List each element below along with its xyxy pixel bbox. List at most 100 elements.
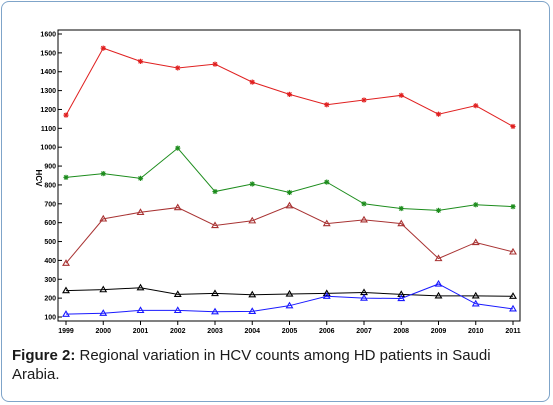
data-point bbox=[286, 91, 293, 97]
data-point bbox=[62, 286, 70, 294]
y-tick-label: 1600 bbox=[40, 32, 56, 39]
x-tick-label: 2008 bbox=[393, 328, 409, 335]
data-point bbox=[435, 111, 442, 117]
data-point bbox=[136, 208, 145, 215]
data-point bbox=[473, 103, 479, 109]
data-point bbox=[510, 204, 516, 210]
series-line-2 bbox=[65, 147, 514, 211]
data-point bbox=[63, 174, 69, 180]
data-point bbox=[136, 283, 145, 291]
x-tick-label: 2009 bbox=[431, 328, 447, 335]
data-point bbox=[361, 201, 367, 207]
y-tick-label: 1000 bbox=[40, 145, 56, 152]
caption-text: Regional variation in HCV counts among H… bbox=[12, 347, 491, 383]
y-axis-label: HCV bbox=[34, 170, 43, 188]
data-point bbox=[360, 215, 368, 223]
line-chart: HCV 100 200 300 400 500 600 700 800 900 1000 1100 1… bbox=[34, 29, 521, 335]
y-tick-label: 900 bbox=[44, 164, 56, 171]
data-point bbox=[510, 123, 516, 130]
x-tick-label: 2007 bbox=[356, 328, 372, 335]
x-tick-label: 2006 bbox=[319, 328, 335, 335]
data-point bbox=[211, 307, 219, 315]
series-line-5 bbox=[65, 283, 514, 315]
data-point bbox=[99, 214, 108, 222]
y-tick-label: 1200 bbox=[40, 107, 56, 114]
caption-label: Figure 2: bbox=[12, 347, 76, 364]
data-point bbox=[173, 203, 182, 211]
data-point bbox=[173, 306, 182, 314]
data-point bbox=[285, 289, 294, 297]
data-point bbox=[398, 92, 404, 98]
y-tick-label: 200 bbox=[44, 296, 56, 303]
x-tick-label: 2010 bbox=[468, 328, 484, 335]
y-tick-label: 500 bbox=[44, 239, 56, 246]
x-tick-label: 2001 bbox=[133, 328, 149, 335]
data-point bbox=[324, 179, 330, 185]
x-tick-label: 2005 bbox=[282, 328, 298, 335]
data-point bbox=[360, 294, 368, 301]
y-tick-label: 100 bbox=[44, 315, 56, 322]
data-point bbox=[509, 292, 517, 299]
data-point bbox=[473, 202, 479, 208]
y-tick-label: 1300 bbox=[40, 88, 56, 95]
data-point bbox=[285, 301, 294, 309]
y-tick-label: 700 bbox=[44, 201, 56, 208]
figure-caption: Figure 2: Regional variation in HCV coun… bbox=[12, 346, 532, 384]
data-point bbox=[286, 189, 293, 196]
data-point bbox=[62, 310, 70, 317]
data-point bbox=[398, 205, 404, 212]
data-point bbox=[62, 259, 70, 266]
x-tick-label: 2004 bbox=[244, 328, 260, 335]
data-point bbox=[175, 145, 181, 151]
data-point bbox=[322, 219, 331, 227]
data-point bbox=[137, 58, 144, 64]
data-point bbox=[435, 207, 442, 214]
y-tick-label: 800 bbox=[44, 182, 56, 189]
data-point bbox=[99, 285, 108, 293]
data-point bbox=[136, 306, 145, 314]
data-point bbox=[173, 290, 182, 298]
data-point bbox=[471, 238, 480, 246]
data-point bbox=[248, 216, 257, 224]
data-point bbox=[100, 171, 106, 177]
data-point bbox=[361, 97, 367, 103]
data-point bbox=[322, 289, 331, 297]
data-point bbox=[471, 299, 480, 307]
data-point bbox=[99, 309, 108, 316]
x-tick-label: 1999 bbox=[58, 328, 74, 335]
data-point bbox=[434, 279, 443, 287]
x-tick-label: 2002 bbox=[170, 328, 186, 335]
data-point bbox=[248, 307, 257, 314]
y-tick-label: 300 bbox=[44, 277, 56, 284]
data-point bbox=[100, 45, 106, 51]
data-point bbox=[211, 221, 219, 229]
data-point bbox=[471, 291, 480, 299]
data-point bbox=[211, 289, 219, 297]
data-point bbox=[509, 304, 517, 312]
y-tick-label: 600 bbox=[44, 220, 56, 227]
series-line-3 bbox=[65, 205, 514, 264]
y-tick-label: 1500 bbox=[40, 50, 56, 57]
data-point bbox=[137, 175, 144, 181]
data-point bbox=[434, 254, 443, 262]
data-point bbox=[175, 65, 181, 71]
series-line-1 bbox=[65, 47, 514, 127]
data-point bbox=[397, 294, 406, 302]
data-point bbox=[434, 291, 443, 299]
x-tick-label: 2011 bbox=[505, 328, 520, 335]
data-point bbox=[285, 201, 294, 209]
y-tick-label: 1400 bbox=[40, 69, 56, 76]
data-point bbox=[249, 79, 255, 85]
data-point bbox=[324, 102, 330, 108]
data-point bbox=[212, 188, 218, 195]
x-tick-label: 2000 bbox=[95, 328, 111, 335]
data-point bbox=[212, 61, 218, 67]
series-line-4 bbox=[65, 287, 514, 297]
data-point bbox=[397, 219, 406, 227]
data-point bbox=[322, 292, 331, 299]
data-point bbox=[63, 112, 69, 118]
plot-area-border bbox=[57, 29, 521, 322]
data-point bbox=[509, 247, 517, 255]
data-point bbox=[249, 181, 255, 187]
y-tick-label: 400 bbox=[44, 258, 56, 265]
